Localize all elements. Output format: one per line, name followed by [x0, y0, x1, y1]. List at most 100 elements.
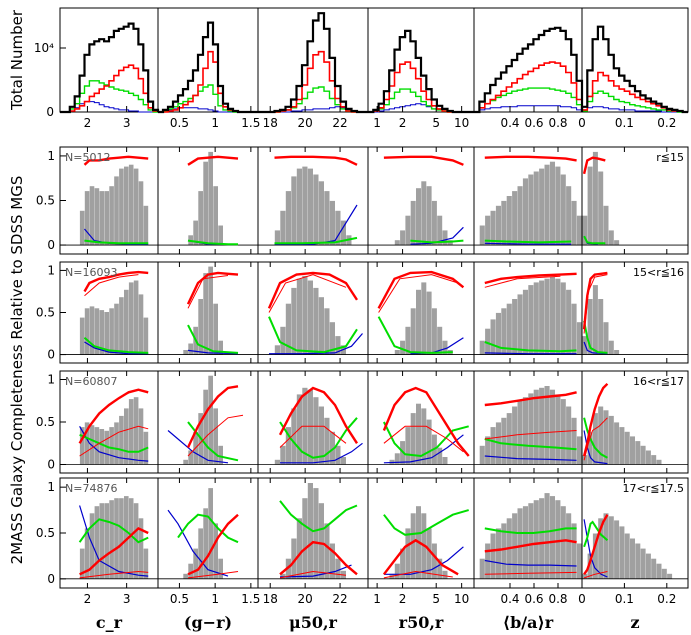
histogram-bar — [479, 340, 485, 355]
histogram-bar — [533, 500, 539, 579]
red-completeness-curve — [484, 539, 577, 553]
x-tick-label: 0.2 — [657, 592, 676, 606]
red-thin-completeness-curve — [383, 425, 464, 453]
histogram-bar — [560, 506, 566, 579]
green-completeness-curve — [78, 518, 149, 544]
histogram-bar — [394, 350, 400, 355]
histogram-bar — [99, 191, 105, 245]
histogram-bar — [539, 387, 545, 465]
histogram-bar — [208, 488, 213, 579]
histogram-bar — [89, 306, 95, 355]
green-completeness-curve — [279, 417, 358, 459]
blue-completeness-curve — [279, 564, 352, 578]
completeness-panel-r1-cr — [59, 261, 159, 364]
histogram-bar — [84, 422, 90, 465]
x-tick-label: 0.5 — [170, 116, 189, 130]
histogram-bar — [485, 215, 491, 246]
total-red-histogram — [474, 61, 583, 113]
histogram-bar — [592, 533, 598, 579]
histogram-bar — [645, 450, 651, 465]
histogram-bar — [640, 445, 646, 465]
histogram-bar — [302, 166, 308, 246]
total-blue-histogram — [60, 101, 158, 113]
total-red-histogram — [258, 50, 368, 113]
histogram-bar — [490, 533, 496, 579]
histogram-bar — [571, 417, 577, 465]
histogram-bar — [405, 326, 411, 355]
green-completeness-curve — [187, 324, 239, 354]
total-green-histogram — [474, 87, 583, 113]
histogram-bar — [119, 297, 124, 355]
histogram-bar — [208, 151, 213, 246]
histogram-bar — [208, 375, 213, 465]
histogram-bar — [109, 500, 114, 579]
histogram-bar — [296, 518, 302, 579]
histogram-bar — [324, 417, 330, 465]
histogram-bar — [608, 230, 614, 246]
panel-frame — [473, 7, 583, 113]
blue-completeness-curve — [187, 349, 239, 355]
histogram-bar — [447, 240, 453, 246]
histogram-bar — [560, 174, 566, 246]
histogram-bar — [280, 210, 286, 246]
green-completeness-curve — [583, 320, 608, 354]
histogram-bar — [335, 558, 341, 579]
histogram-bar — [94, 427, 100, 465]
histogram-bar — [124, 408, 129, 465]
x-tick-label: 20 — [298, 592, 313, 606]
histogram-bar — [512, 299, 518, 355]
histogram-bar — [522, 178, 528, 246]
histogram-bar — [598, 406, 604, 465]
histogram-bar — [651, 558, 657, 579]
x-tick-label: 0 — [578, 116, 586, 130]
histogram-bar — [603, 205, 609, 245]
histogram-bar — [416, 289, 421, 355]
histogram-bar — [517, 508, 523, 579]
histogram-bar — [416, 188, 421, 246]
histogram-bar — [203, 389, 208, 465]
histogram-bar — [528, 503, 534, 579]
histogram-bar — [410, 308, 416, 355]
histogram-bar — [285, 427, 291, 465]
histogram-bar — [549, 389, 555, 465]
total-all-histogram — [258, 12, 368, 114]
green-completeness-curve — [484, 527, 577, 534]
histogram-bar — [400, 548, 406, 579]
x-tick-label: 18 — [263, 592, 278, 606]
histogram-bar — [94, 188, 100, 246]
histogram-bar — [592, 285, 598, 355]
histogram-bar — [517, 186, 523, 246]
green-completeness-curve — [383, 509, 469, 536]
top-y-axis-label: Total Number — [8, 9, 26, 111]
histogram-bar — [431, 543, 437, 579]
blue-completeness-curve — [269, 333, 363, 355]
histogram-bar — [400, 340, 406, 355]
histogram-bar — [566, 289, 572, 355]
histogram-bar — [501, 200, 507, 245]
histogram-bar — [183, 573, 188, 579]
histogram-bar — [555, 500, 561, 579]
histogram-bar — [302, 498, 308, 579]
histogram-bar — [576, 436, 582, 465]
red-completeness-curve — [267, 271, 359, 309]
histogram-bar — [614, 240, 620, 246]
completeness-panel-r1-gr — [157, 261, 259, 364]
histogram-bar — [517, 400, 523, 465]
histogram-bar — [426, 186, 432, 246]
histogram-bar — [522, 289, 528, 355]
histogram-bar — [560, 282, 566, 355]
histogram-bar — [576, 543, 582, 579]
histogram-bar — [394, 563, 400, 579]
histogram-bar — [442, 230, 448, 246]
blue-completeness-curve — [84, 341, 149, 355]
histogram-bar — [193, 220, 198, 246]
row-count-label: N=60807 — [65, 375, 117, 388]
y-tick-label: 1 — [47, 373, 55, 387]
histogram-bar — [340, 457, 346, 465]
histogram-bar — [587, 431, 593, 465]
red-completeness-curve — [382, 386, 470, 457]
blue-completeness-curve — [167, 509, 229, 577]
y-tick-label: 0.5 — [36, 194, 55, 208]
histogram-bar — [143, 548, 149, 579]
